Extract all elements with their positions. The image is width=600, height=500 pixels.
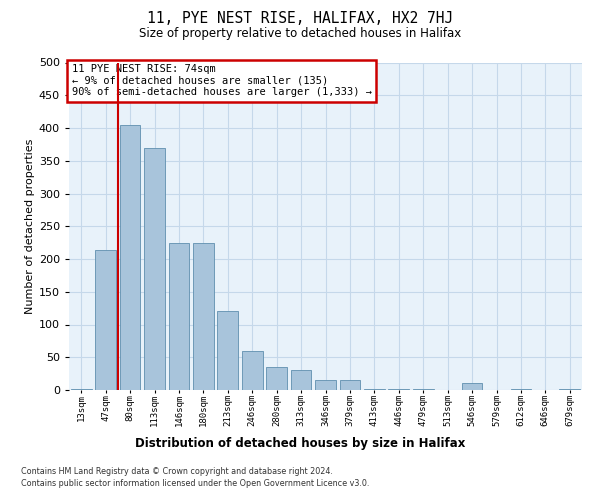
Bar: [340, 380, 361, 390]
Bar: [413, 388, 434, 390]
Bar: [95, 250, 116, 390]
Text: Contains HM Land Registry data © Crown copyright and database right 2024.: Contains HM Land Registry data © Crown c…: [21, 468, 333, 476]
Bar: [315, 380, 336, 390]
Text: 11 PYE NEST RISE: 74sqm
← 9% of detached houses are smaller (135)
90% of semi-de: 11 PYE NEST RISE: 74sqm ← 9% of detached…: [71, 64, 371, 98]
Bar: [364, 388, 385, 390]
Y-axis label: Number of detached properties: Number of detached properties: [25, 138, 35, 314]
Bar: [144, 148, 165, 390]
Bar: [290, 370, 311, 390]
Bar: [193, 242, 214, 390]
Text: Size of property relative to detached houses in Halifax: Size of property relative to detached ho…: [139, 28, 461, 40]
Bar: [119, 124, 140, 390]
Bar: [461, 384, 482, 390]
Text: 11, PYE NEST RISE, HALIFAX, HX2 7HJ: 11, PYE NEST RISE, HALIFAX, HX2 7HJ: [147, 11, 453, 26]
Bar: [511, 388, 532, 390]
Bar: [388, 388, 409, 390]
Bar: [266, 367, 287, 390]
Bar: [217, 312, 238, 390]
Text: Distribution of detached houses by size in Halifax: Distribution of detached houses by size …: [135, 438, 465, 450]
Bar: [169, 242, 190, 390]
Text: Contains public sector information licensed under the Open Government Licence v3: Contains public sector information licen…: [21, 479, 370, 488]
Bar: [242, 350, 263, 390]
Bar: [71, 388, 92, 390]
